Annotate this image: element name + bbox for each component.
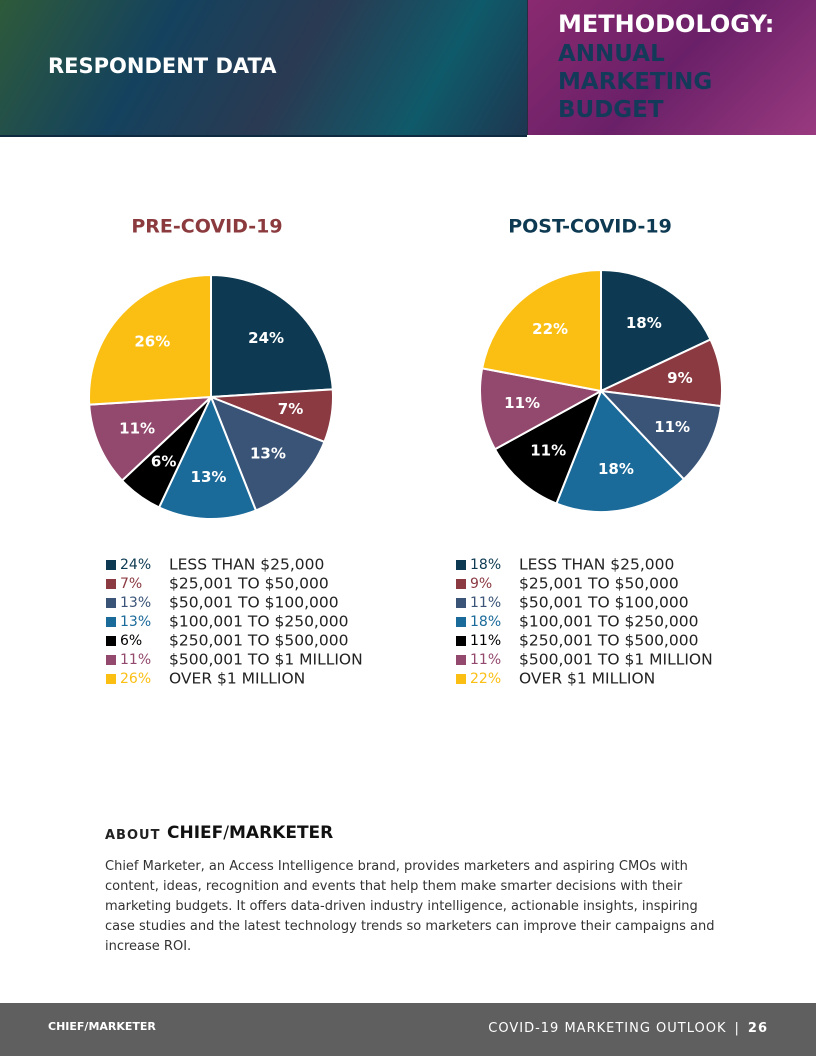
slice-label: 22% — [532, 320, 568, 338]
legend-value: 9% — [470, 576, 492, 592]
slice-label: 26% — [134, 332, 170, 350]
legend-swatch — [456, 636, 466, 646]
logo-part: CHIEF — [167, 823, 224, 843]
slice-label: 13% — [191, 468, 227, 486]
slice-label: 18% — [598, 460, 634, 478]
legend-value: 22% — [470, 671, 501, 687]
legend-value: 26% — [120, 671, 151, 687]
legend-value: 11% — [470, 652, 501, 668]
logo-part: CHIEF — [48, 1020, 85, 1033]
header-right — [527, 0, 816, 135]
legend-value: 24% — [120, 557, 151, 573]
pie-slice — [157, 394, 258, 520]
about-text: Chief Marketer, an Access Intelligence b… — [105, 859, 715, 954]
header-left — [0, 0, 527, 137]
legend-swatch — [106, 655, 116, 665]
pie-slice — [480, 268, 602, 393]
legend-label: $25,001 TO $50,000 — [519, 575, 679, 593]
pie-slice — [88, 273, 212, 406]
legend-swatch — [106, 617, 116, 627]
legend-swatch — [456, 598, 466, 608]
about-label: ABOUT — [105, 828, 161, 843]
header-subtitle: METHODOLOGY: — [558, 10, 775, 38]
legend-value: 13% — [120, 614, 151, 630]
pie-slice — [493, 388, 603, 505]
pie-slice — [479, 367, 604, 451]
about-logo: CHIEF/MARKETER — [167, 823, 334, 843]
legend-label: $500,001 TO $1 MILLION — [169, 651, 363, 669]
logo-part: MARKETER — [88, 1020, 156, 1033]
legend-value: 18% — [470, 557, 501, 573]
legend-value: 11% — [120, 652, 151, 668]
legend-label: $500,001 TO $1 MILLION — [519, 651, 713, 669]
chart-title: PRE-COVID-19 — [131, 216, 282, 238]
legend-swatch — [456, 674, 466, 684]
legend-label: $250,001 TO $500,000 — [519, 632, 698, 650]
slice-label: 7% — [278, 400, 303, 418]
legend-value: 18% — [470, 614, 501, 630]
slice-label: 11% — [504, 394, 540, 412]
legend-swatch — [456, 579, 466, 589]
legend-value: 11% — [470, 595, 501, 611]
legend-swatch — [456, 617, 466, 627]
slice-label: 11% — [654, 418, 690, 436]
legend-swatch — [106, 674, 116, 684]
legend-label: LESS THAN $25,000 — [519, 556, 674, 574]
legend-label: $50,001 TO $100,000 — [519, 594, 689, 612]
legend-swatch — [106, 560, 116, 570]
legend-value: 7% — [120, 576, 142, 592]
legend-swatch — [456, 655, 466, 665]
header-subtitle: ANNUAL MARKETING BUDGET — [558, 41, 713, 123]
legend-label: OVER $1 MILLION — [169, 670, 305, 688]
pie-slice — [598, 389, 723, 481]
pie-slice — [600, 268, 712, 393]
legend-swatch — [106, 636, 116, 646]
slice-label: 18% — [626, 314, 662, 332]
slice-label: 6% — [151, 453, 176, 471]
legend-label: LESS THAN $25,000 — [169, 556, 324, 574]
charts: PRE-COVID-19 24% 24% LESS THAN $25,000 7% 7% $… — [88, 216, 723, 688]
legend-label: $100,001 TO $250,000 — [169, 613, 348, 631]
legend-swatch — [456, 560, 466, 570]
legend-label: $100,001 TO $250,000 — [519, 613, 698, 631]
legend-label: $50,001 TO $100,000 — [169, 594, 339, 612]
pie-slice — [555, 389, 686, 513]
slice-label: 24% — [248, 329, 284, 347]
footer-title-text: COVID-19 MARKETING OUTLOOK — [488, 1021, 727, 1036]
pie-slice — [88, 395, 214, 482]
legend-label: $250,001 TO $500,000 — [169, 632, 348, 650]
slice-label: 11% — [530, 441, 566, 459]
page-number: 26 — [747, 1021, 768, 1036]
slice-label: 11% — [119, 419, 155, 437]
pie-slice — [209, 395, 326, 512]
slice-label: 13% — [250, 444, 286, 462]
legend-swatch — [106, 579, 116, 589]
chart-title: POST-COVID-19 — [508, 216, 672, 238]
legend-label: $25,001 TO $50,000 — [169, 575, 329, 593]
legend-label: OVER $1 MILLION — [519, 670, 655, 688]
pie-slice — [210, 273, 334, 399]
legend-value: 11% — [470, 633, 501, 649]
legend-swatch — [106, 598, 116, 608]
slice-label: 9% — [667, 369, 692, 387]
header-title: RESPONDENT DATA — [48, 54, 277, 78]
footer-logo: CHIEF/MARKETER — [48, 1020, 156, 1033]
footer-title: COVID-19 MARKETING OUTLOOK | 26 — [488, 1021, 768, 1036]
logo-part: MARKETER — [229, 823, 334, 843]
legend-value: 6% — [120, 633, 142, 649]
footer — [0, 1003, 816, 1056]
legend-value: 13% — [120, 595, 151, 611]
